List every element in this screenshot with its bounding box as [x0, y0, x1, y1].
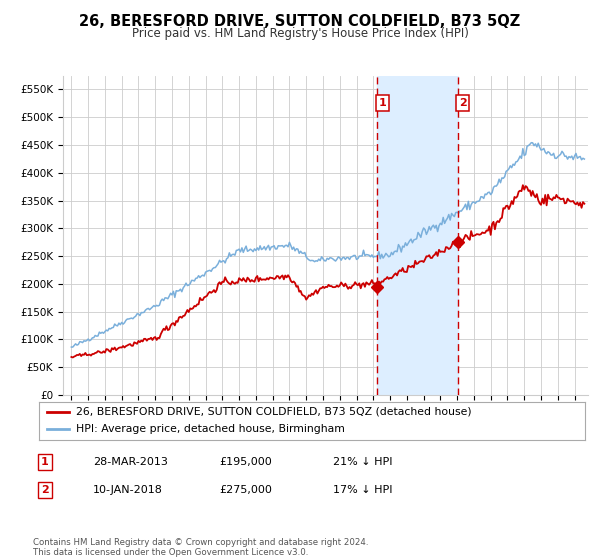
Text: 10-JAN-2018: 10-JAN-2018 — [93, 485, 163, 495]
Text: 2: 2 — [459, 98, 467, 108]
Text: 21% ↓ HPI: 21% ↓ HPI — [333, 457, 392, 467]
Text: 2: 2 — [41, 485, 49, 495]
Text: HPI: Average price, detached house, Birmingham: HPI: Average price, detached house, Birm… — [76, 424, 345, 435]
Bar — [377, 76, 458, 395]
Text: Price paid vs. HM Land Registry's House Price Index (HPI): Price paid vs. HM Land Registry's House … — [131, 27, 469, 40]
Text: 1: 1 — [41, 457, 49, 467]
Text: 26, BERESFORD DRIVE, SUTTON COLDFIELD, B73 5QZ: 26, BERESFORD DRIVE, SUTTON COLDFIELD, B… — [79, 14, 521, 29]
Text: £275,000: £275,000 — [219, 485, 272, 495]
Text: 17% ↓ HPI: 17% ↓ HPI — [333, 485, 392, 495]
Text: Contains HM Land Registry data © Crown copyright and database right 2024.
This d: Contains HM Land Registry data © Crown c… — [33, 538, 368, 557]
Text: 28-MAR-2013: 28-MAR-2013 — [93, 457, 168, 467]
Text: 1: 1 — [379, 98, 386, 108]
Text: 26, BERESFORD DRIVE, SUTTON COLDFIELD, B73 5QZ (detached house): 26, BERESFORD DRIVE, SUTTON COLDFIELD, B… — [76, 407, 472, 417]
Text: £195,000: £195,000 — [219, 457, 272, 467]
